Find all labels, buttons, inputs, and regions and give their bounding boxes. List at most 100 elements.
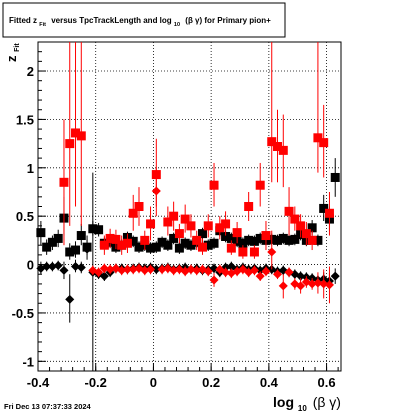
data-point-square <box>249 236 259 246</box>
data-point-square <box>215 223 225 233</box>
data-point-square <box>65 247 75 257</box>
data-point-square <box>226 243 236 253</box>
data-point-square <box>209 180 219 190</box>
x-tick-label: 0.6 <box>318 375 336 390</box>
data-point-square <box>307 235 317 245</box>
data-point-square <box>71 245 81 255</box>
data-point-square <box>267 137 277 147</box>
data-point-square <box>319 203 329 213</box>
data-point-square <box>65 139 75 149</box>
chart-title-sub2: 10 <box>174 22 180 28</box>
data-point-marker <box>94 267 104 277</box>
data-point-marker <box>249 265 259 275</box>
data-point-square <box>313 133 323 143</box>
data-point-square <box>278 233 288 243</box>
data-point-marker <box>99 263 109 273</box>
data-point-square <box>128 236 138 246</box>
y-tick-label: 0.5 <box>16 209 34 224</box>
data-point-square <box>180 214 190 224</box>
data-point-square <box>278 145 288 155</box>
data-point-square <box>117 240 127 250</box>
data-point-square <box>290 214 300 224</box>
data-point-square <box>273 142 283 152</box>
data-point-square <box>140 235 150 245</box>
data-point-marker <box>140 265 150 275</box>
data-point-square <box>47 237 57 247</box>
data-point-square <box>111 234 121 244</box>
y-axis-label-sub: Fit <box>14 43 21 52</box>
data-point-square <box>36 228 46 238</box>
data-point-marker <box>65 294 75 304</box>
data-point-square <box>261 231 271 241</box>
data-point-marker <box>186 264 196 274</box>
data-point-square <box>76 231 86 241</box>
data-point-marker <box>146 264 156 274</box>
data-point-square <box>151 242 161 252</box>
data-point-square <box>209 238 219 248</box>
data-point-square <box>94 225 104 235</box>
y-tick-label: 1.5 <box>16 112 34 127</box>
y-tick-label: -1 <box>22 354 34 369</box>
x-axis-label: log 10 (β γ) <box>273 394 341 414</box>
data-point-marker <box>192 265 202 275</box>
data-point-marker <box>99 271 109 281</box>
data-point-square <box>238 247 248 257</box>
data-point-square <box>186 240 196 250</box>
data-point-square <box>226 233 236 243</box>
data-point-square <box>186 221 196 231</box>
data-point-square <box>53 233 63 243</box>
y-tick-label: 0 <box>27 258 34 273</box>
data-point-square <box>249 247 259 257</box>
timestamp: Fri Dec 13 07:37:33 2024 <box>4 402 92 411</box>
axis-ticks: -0.4 -0.2 0 0.2 0.4 0.6 -1 -0.5 0 0.5 1 1.5 2 <box>12 41 339 390</box>
data-point-square <box>330 172 340 182</box>
data-point-square <box>174 229 184 239</box>
data-point-square <box>284 235 294 245</box>
data-point-square <box>244 235 254 245</box>
data-point-square <box>42 242 52 252</box>
data-point-square <box>232 228 242 238</box>
data-point-square <box>273 235 283 245</box>
data-point-marker <box>76 262 86 272</box>
data-point-marker <box>42 261 52 272</box>
data-point-square <box>128 208 138 218</box>
data-point-square <box>157 237 167 247</box>
data-point-square <box>71 128 81 138</box>
x-tick-label: -0.2 <box>85 375 107 390</box>
data-point-square <box>221 219 231 229</box>
data-point-square <box>122 238 132 248</box>
data-point-square <box>163 240 173 250</box>
data-point-marker <box>169 265 179 275</box>
data-point-square <box>76 131 86 141</box>
data-point-marker <box>157 264 167 274</box>
data-point-square <box>197 229 207 239</box>
data-point-square <box>319 138 329 148</box>
y-tick-label: -0.5 <box>12 306 34 321</box>
x-tick-label: -0.4 <box>27 375 50 390</box>
data-point-square <box>146 243 156 253</box>
data-point-marker <box>122 264 132 274</box>
data-point-square <box>105 233 115 243</box>
data-point-square <box>221 231 231 241</box>
data-point-marker <box>53 261 63 271</box>
data-point-square <box>324 208 334 218</box>
data-point-square <box>59 177 69 187</box>
data-point-square <box>146 219 156 229</box>
y-tick-label: 2 <box>27 64 34 79</box>
title-box <box>2 2 286 38</box>
data-point-square <box>99 240 109 250</box>
x-tick-label: 0 <box>150 375 157 390</box>
data-point-marker <box>82 244 92 254</box>
data-point-marker <box>128 264 138 274</box>
y-axis-label: z Fit <box>4 43 21 62</box>
data-point-square <box>255 180 265 190</box>
data-point-square <box>203 240 213 250</box>
x-tick-label: 0.4 <box>260 375 279 390</box>
data-point-square <box>197 242 207 252</box>
data-point-square <box>163 217 173 227</box>
data-point-square <box>290 234 300 244</box>
data-point-marker <box>70 261 81 272</box>
data-point-square <box>313 235 323 245</box>
data-point-square <box>284 206 294 216</box>
